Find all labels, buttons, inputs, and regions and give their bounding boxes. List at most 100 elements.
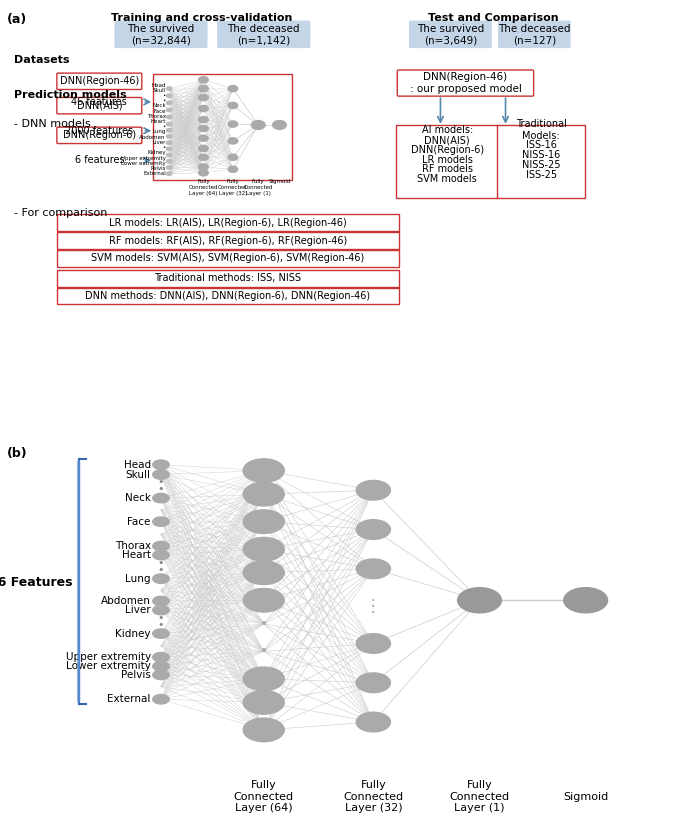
Circle shape [356, 481, 390, 500]
Circle shape [228, 154, 238, 161]
Circle shape [166, 94, 172, 98]
Circle shape [153, 460, 169, 469]
Circle shape [199, 94, 208, 100]
Text: Upper extremity: Upper extremity [121, 155, 166, 161]
Text: Liver: Liver [152, 140, 166, 145]
Text: Lower extremity: Lower extremity [121, 161, 166, 166]
FancyBboxPatch shape [57, 127, 142, 144]
Text: Head: Head [151, 83, 166, 88]
Circle shape [251, 120, 265, 130]
Text: (b): (b) [7, 447, 27, 460]
Text: 6 features: 6 features [75, 155, 124, 166]
FancyBboxPatch shape [57, 288, 399, 304]
Circle shape [153, 653, 169, 662]
Circle shape [166, 129, 172, 132]
Text: Fully
Connected
Layer (32): Fully Connected Layer (32) [218, 179, 248, 196]
Circle shape [153, 550, 169, 560]
Circle shape [166, 122, 172, 126]
Text: Face: Face [127, 517, 151, 527]
Circle shape [166, 108, 172, 112]
Text: ⋮: ⋮ [365, 597, 382, 615]
Text: Neck: Neck [125, 493, 151, 503]
Circle shape [199, 164, 208, 171]
Circle shape [166, 87, 172, 90]
FancyBboxPatch shape [497, 125, 585, 198]
Text: Face: Face [153, 109, 166, 114]
Circle shape [243, 459, 284, 482]
Circle shape [153, 574, 169, 584]
FancyBboxPatch shape [153, 74, 292, 181]
Text: DNN(Region-6): DNN(Region-6) [411, 145, 484, 155]
Text: The deceased
(n=1,142): The deceased (n=1,142) [227, 23, 300, 45]
Text: Test and Comparison: Test and Comparison [428, 13, 558, 23]
Circle shape [243, 561, 284, 584]
Circle shape [153, 596, 169, 606]
Text: Heart: Heart [122, 550, 151, 560]
Text: Prediction models: Prediction models [14, 90, 126, 100]
Text: Fully
Connected
Layer (32): Fully Connected Layer (32) [343, 780, 403, 813]
Circle shape [153, 661, 169, 671]
Text: •: • [260, 645, 268, 658]
Text: NISS-25: NISS-25 [522, 160, 560, 170]
Text: RF models: RF models [422, 164, 473, 174]
Text: •: • [158, 613, 164, 623]
Circle shape [199, 116, 208, 123]
Circle shape [166, 160, 172, 163]
Text: DNN(AIS): DNN(AIS) [425, 135, 470, 145]
Circle shape [228, 166, 238, 172]
Text: The survived
(n=3,649): The survived (n=3,649) [416, 23, 484, 45]
Text: DNN(Region-6): DNN(Region-6) [63, 130, 136, 140]
Circle shape [243, 667, 284, 691]
FancyBboxPatch shape [57, 98, 142, 114]
Text: •: • [162, 125, 166, 130]
Text: Fully
Connected
Layer (64): Fully Connected Layer (64) [234, 780, 294, 813]
Circle shape [199, 145, 208, 151]
Text: Abdomen: Abdomen [101, 596, 151, 606]
Circle shape [228, 121, 238, 127]
Text: ISS-25: ISS-25 [525, 170, 557, 180]
Text: AI models:: AI models: [422, 125, 473, 135]
Text: (a): (a) [7, 13, 27, 26]
Circle shape [199, 154, 208, 161]
Text: External: External [108, 694, 151, 704]
Text: Traditional methods: ISS, NISS: Traditional methods: ISS, NISS [154, 273, 301, 283]
Circle shape [243, 510, 284, 533]
Text: NISS-16: NISS-16 [522, 150, 560, 160]
Circle shape [228, 102, 238, 109]
FancyBboxPatch shape [57, 73, 142, 89]
FancyBboxPatch shape [396, 125, 498, 198]
Text: RF models: RF(AIS), RF(Region-6), RF(Region-46): RF models: RF(AIS), RF(Region-6), RF(Reg… [109, 236, 347, 246]
Text: Abdomen: Abdomen [139, 135, 166, 140]
Circle shape [228, 138, 238, 144]
FancyBboxPatch shape [57, 270, 399, 287]
Text: Fully
Connected
Layer (64): Fully Connected Layer (64) [188, 179, 219, 196]
Text: •: • [158, 477, 164, 487]
Text: The survived
(n=32,844): The survived (n=32,844) [127, 23, 195, 45]
Text: SVM models: SVM(AIS), SVM(Region-6), SVM(Region-46): SVM models: SVM(AIS), SVM(Region-6), SVM… [91, 253, 364, 263]
Circle shape [153, 670, 169, 680]
Circle shape [166, 141, 172, 145]
Text: Lower extremity: Lower extremity [66, 661, 151, 671]
Text: Fully
Connected
Layer (1): Fully Connected Layer (1) [449, 780, 510, 813]
FancyBboxPatch shape [499, 21, 570, 48]
Circle shape [166, 166, 172, 169]
Circle shape [199, 135, 208, 141]
Text: - For comparison: - For comparison [14, 207, 107, 217]
Text: •: • [158, 565, 164, 575]
FancyBboxPatch shape [410, 21, 491, 48]
Circle shape [564, 588, 608, 613]
Circle shape [199, 125, 208, 131]
Circle shape [153, 605, 169, 614]
Text: Traditional
Models:: Traditional Models: [516, 120, 566, 141]
Text: •: • [162, 98, 166, 103]
Circle shape [153, 695, 169, 704]
Text: Training and cross-validation: Training and cross-validation [112, 13, 292, 23]
Text: Heart: Heart [151, 119, 166, 124]
Circle shape [153, 470, 169, 479]
Text: Thorax: Thorax [114, 541, 151, 551]
Text: SVM models: SVM models [417, 174, 477, 184]
Circle shape [356, 712, 390, 732]
Text: Neck: Neck [152, 104, 166, 109]
Circle shape [166, 147, 172, 150]
Text: DNN(AIS): DNN(AIS) [77, 100, 122, 110]
